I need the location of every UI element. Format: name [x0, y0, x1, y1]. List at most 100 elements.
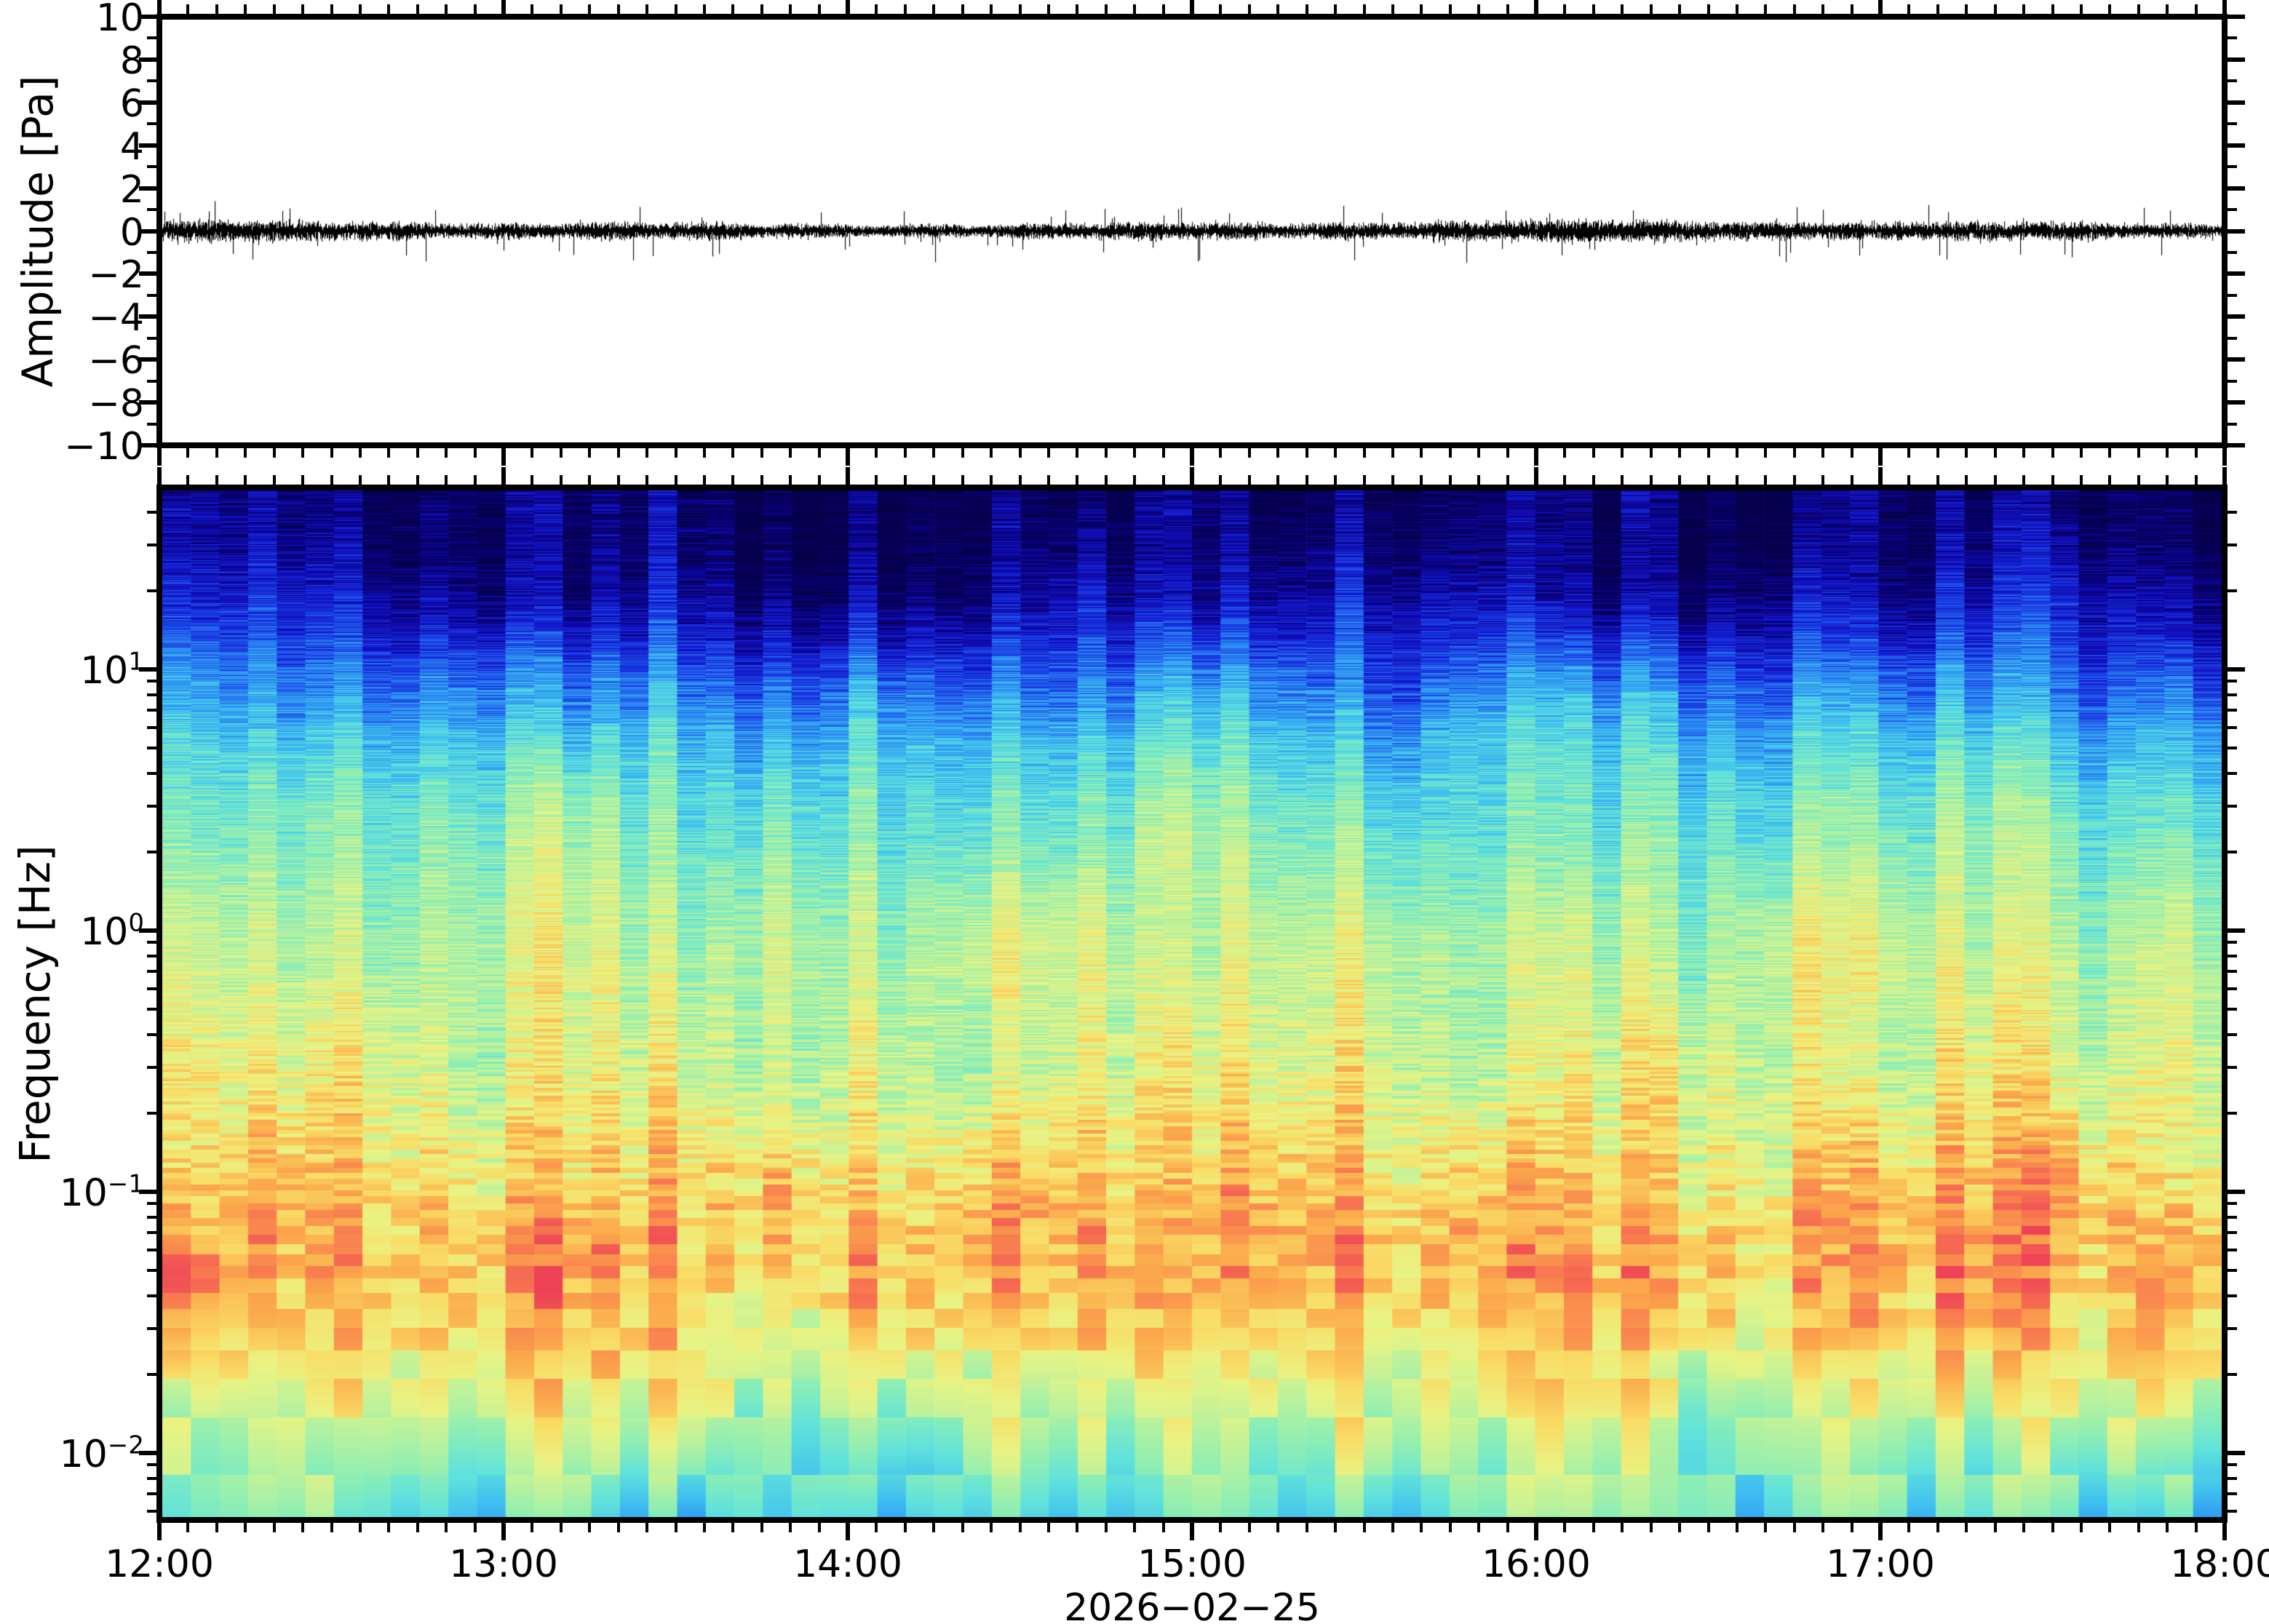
x-tick-label: 15:00	[1137, 1543, 1247, 1586]
axis-tick	[147, 1032, 156, 1036]
axis-tick	[1133, 1523, 1137, 1532]
axis-tick	[2194, 1523, 2198, 1532]
axis-tick	[473, 1523, 477, 1532]
axis-tick	[1821, 475, 1825, 485]
axis-tick	[1621, 4, 1624, 14]
axis-tick	[2228, 1326, 2237, 1330]
axis-tick	[1076, 4, 1079, 14]
axis-tick	[272, 475, 276, 485]
axis-tick	[147, 543, 156, 546]
axis-tick	[731, 4, 735, 14]
axis-tick	[1076, 1523, 1079, 1532]
axis-tick	[2228, 336, 2237, 340]
axis-tick	[1133, 475, 1137, 485]
axis-tick	[817, 448, 821, 458]
axis-tick	[531, 448, 534, 458]
axis-tick	[932, 475, 936, 485]
axis-tick	[1018, 1523, 1022, 1532]
axis-tick	[2022, 1523, 2026, 1532]
axis-tick	[1334, 475, 1338, 485]
axis-tick	[616, 1523, 620, 1532]
axis-tick	[1219, 475, 1223, 485]
axis-tick	[445, 475, 448, 485]
axis-tick	[846, 448, 850, 466]
axis-tick	[501, 0, 506, 14]
axis-tick	[1878, 0, 1883, 14]
axis-tick	[147, 1509, 156, 1513]
axis-tick	[1104, 448, 1108, 458]
axis-tick	[139, 400, 156, 405]
axis-tick	[2137, 1523, 2140, 1532]
axis-tick	[1334, 4, 1338, 14]
axis-tick	[2137, 4, 2140, 14]
axis-tick	[990, 448, 993, 458]
axis-tick	[1792, 1523, 1796, 1532]
axis-tick	[1506, 475, 1509, 485]
axis-tick	[358, 475, 362, 485]
axis-tick	[1735, 1523, 1738, 1532]
axis-tick	[445, 1523, 448, 1532]
axis-tick	[147, 1008, 156, 1011]
axis-tick	[2228, 1215, 2237, 1219]
axis-tick	[1046, 1523, 1050, 1532]
axis-tick	[147, 725, 156, 729]
axis-tick	[1936, 1523, 1939, 1532]
axis-tick	[1936, 475, 1939, 485]
x-tick-label: 18:00	[2170, 1543, 2269, 1586]
axis-tick	[1046, 448, 1050, 458]
axis-tick	[1190, 467, 1194, 485]
axis-tick	[2051, 4, 2054, 14]
axis-tick	[2228, 747, 2237, 750]
axis-tick	[645, 448, 649, 458]
axis-tick	[147, 693, 156, 696]
axis-tick	[416, 4, 419, 14]
axis-tick	[147, 941, 156, 944]
axis-tick	[1965, 4, 1968, 14]
axis-tick	[2166, 475, 2169, 485]
axis-tick	[157, 467, 162, 485]
axis-tick	[2079, 475, 2083, 485]
axis-tick	[1104, 4, 1108, 14]
axis-tick	[1706, 1523, 1710, 1532]
axis-tick	[1764, 475, 1768, 485]
axis-tick	[731, 475, 735, 485]
axis-tick	[2228, 1463, 2237, 1467]
axis-tick	[2079, 448, 2083, 458]
axis-tick	[932, 448, 936, 458]
axis-tick	[1133, 4, 1137, 14]
axis-tick	[1907, 1523, 1911, 1532]
axis-tick	[2108, 1523, 2112, 1532]
axis-tick	[1878, 1523, 1883, 1540]
axis-tick	[358, 448, 362, 458]
axis-tick	[147, 1492, 156, 1495]
axis-tick	[2228, 771, 2237, 775]
axis-tick	[760, 448, 763, 458]
axis-tick	[1936, 4, 1939, 14]
axis-tick	[147, 987, 156, 990]
axis-tick	[416, 475, 419, 485]
axis-tick	[1448, 475, 1452, 485]
axis-tick	[147, 589, 156, 592]
axis-tick	[789, 475, 792, 485]
axis-tick	[2022, 475, 2026, 485]
axis-tick	[416, 448, 419, 458]
axis-tick	[147, 1230, 156, 1234]
axis-tick	[731, 1523, 735, 1532]
x-axis-date-label: 2026−02−25	[1064, 1586, 1320, 1624]
axis-tick	[1878, 448, 1883, 466]
axis-tick	[2228, 122, 2237, 126]
axis-tick	[147, 708, 156, 712]
axis-tick	[2228, 510, 2237, 514]
axis-tick	[147, 1202, 156, 1206]
axis-tick	[215, 4, 218, 14]
axis-tick	[961, 1523, 964, 1532]
axis-tick	[1046, 475, 1050, 485]
axis-tick	[139, 15, 156, 19]
axis-tick	[2228, 543, 2237, 546]
axis-tick	[1649, 448, 1653, 458]
axis-tick	[1563, 4, 1567, 14]
axis-tick	[147, 1269, 156, 1273]
axis-tick	[1965, 448, 1968, 458]
axis-tick	[147, 208, 156, 212]
axis-tick	[2228, 57, 2245, 62]
